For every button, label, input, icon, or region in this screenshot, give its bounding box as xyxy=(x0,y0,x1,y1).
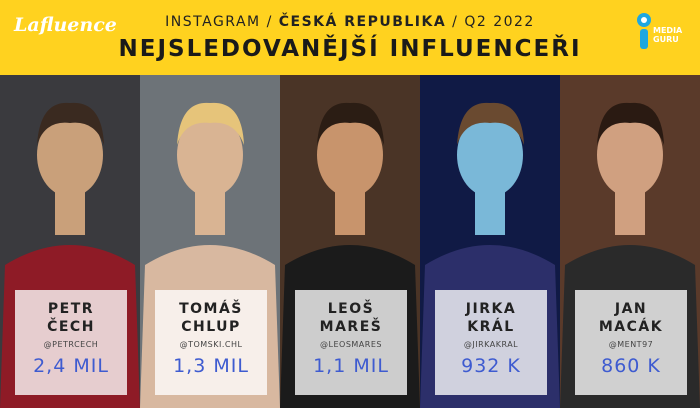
separator: / xyxy=(266,14,273,30)
influencer-card: JAN MACÁK @MENT97 860 K xyxy=(575,290,687,395)
influencer-column: JIRKA KRÁL @JIRKAKRAL 932 K xyxy=(420,75,560,408)
influencer-column: JAN MACÁK @MENT97 860 K xyxy=(560,75,700,408)
header: Lafluence INSTAGRAM / ČESKÁ REPUBLIKA / … xyxy=(0,0,700,75)
influencer-card: LEOŠ MAREŠ @LEOSMARES 1,1 MIL xyxy=(295,290,407,395)
first-name: PETR xyxy=(47,301,95,317)
last-name: MACÁK xyxy=(598,319,664,335)
handle: @JIRKAKRAL xyxy=(463,340,519,349)
influencer-card: TOMÁŠ CHLUP @TOMSKI.CHL 1,3 MIL xyxy=(155,290,267,395)
last-name: CHLUP xyxy=(181,319,241,335)
partner-logo: MEDIA GURU xyxy=(637,12,688,49)
separator: / xyxy=(452,14,459,30)
influencer-card: PETR ČECH @PETRCECH 2,4 MIL xyxy=(15,290,127,395)
last-name: MAREŠ xyxy=(319,319,383,335)
followers: 860 K xyxy=(601,355,661,377)
platform: INSTAGRAM xyxy=(165,14,261,30)
first-name: LEOŠ xyxy=(327,301,375,317)
influencer-column: PETR ČECH @PETRCECH 2,4 MIL xyxy=(0,75,140,408)
logo: Lafluence xyxy=(14,14,117,36)
followers: 2,4 MIL xyxy=(33,355,109,377)
followers: 932 K xyxy=(461,355,521,377)
first-name: JIRKA xyxy=(465,301,517,317)
influencer-card: JIRKA KRÁL @JIRKAKRAL 932 K xyxy=(435,290,547,395)
first-name: JAN xyxy=(614,301,648,317)
handle: @PETRCECH xyxy=(43,340,99,349)
logo-text: GURU xyxy=(653,35,679,44)
followers: 1,1 MIL xyxy=(313,355,389,377)
handle: @LEOSMARES xyxy=(320,340,382,349)
title: NEJSLEDOVANĚJŠÍ INFLUENCEŘI xyxy=(118,36,582,62)
logo-text: MEDIA xyxy=(653,26,683,35)
first-name: TOMÁŠ xyxy=(179,301,243,317)
influencer-column: TOMÁŠ CHLUP @TOMSKI.CHL 1,3 MIL xyxy=(140,75,280,408)
handle: @MENT97 xyxy=(608,340,654,349)
subtitle: INSTAGRAM / ČESKÁ REPUBLIKA / Q2 2022 xyxy=(0,14,700,30)
influencer-column: LEOŠ MAREŠ @LEOSMARES 1,1 MIL xyxy=(280,75,420,408)
period: Q2 2022 xyxy=(464,14,535,30)
handle: @TOMSKI.CHL xyxy=(179,340,243,349)
country: ČESKÁ REPUBLIKA xyxy=(278,14,447,30)
followers: 1,3 MIL xyxy=(173,355,249,377)
last-name: ČECH xyxy=(47,319,95,335)
last-name: KRÁL xyxy=(467,319,515,335)
logo-icon xyxy=(637,13,651,49)
